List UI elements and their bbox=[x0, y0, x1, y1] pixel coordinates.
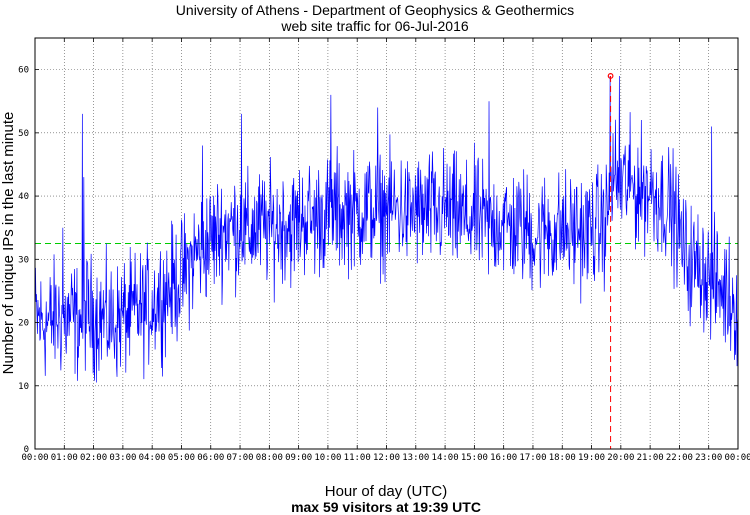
y-tick-label: 30 bbox=[18, 255, 29, 265]
series-line bbox=[34, 75, 739, 383]
x-tick-label: 16:00 bbox=[490, 453, 517, 463]
x-tick-label: 14:00 bbox=[432, 453, 459, 463]
axes: 00:00 01:00 02:00 03:00 04:00 05:00 06:00 07:00… bbox=[18, 38, 750, 463]
x-tick-label: 09:00 bbox=[285, 453, 312, 463]
x-tick-label: 10:00 bbox=[314, 453, 341, 463]
y-tick-label: 0 bbox=[24, 445, 29, 455]
x-tick-label: 11:00 bbox=[344, 453, 371, 463]
x-tick-label: 03:00 bbox=[109, 453, 136, 463]
y-tick-label: 50 bbox=[18, 129, 29, 139]
x-tick-label: 23:00 bbox=[695, 453, 722, 463]
x-tick-label: 15:00 bbox=[461, 453, 488, 463]
x-tick-label: 21:00 bbox=[637, 453, 664, 463]
x-tick-label: 07:00 bbox=[226, 453, 253, 463]
traffic-line bbox=[34, 75, 739, 383]
x-tick-label: 17:00 bbox=[519, 453, 546, 463]
max-marker bbox=[607, 73, 614, 449]
x-tick-label: 18:00 bbox=[549, 453, 576, 463]
chart-subtitle: web site traffic for 06-Jul-2016 bbox=[280, 18, 468, 34]
x-tick-label: 02:00 bbox=[80, 453, 107, 463]
max-visitors-note: max 59 visitors at 19:39 UTC bbox=[291, 499, 481, 515]
x-tick-label: 05:00 bbox=[168, 453, 195, 463]
x-tick-label: 01:00 bbox=[51, 453, 78, 463]
y-tick-label: 20 bbox=[18, 319, 29, 329]
x-axis-label: Hour of day (UTC) bbox=[325, 483, 448, 500]
y-axis-label: Number of unique IPs in the last minute bbox=[0, 112, 17, 375]
x-tick-label: 00:00 bbox=[21, 453, 48, 463]
x-tick-label: 08:00 bbox=[256, 453, 283, 463]
x-tick-label: 13:00 bbox=[402, 453, 429, 463]
x-tick-label: 00:00 bbox=[724, 453, 750, 463]
y-tick-label: 60 bbox=[18, 66, 29, 76]
x-tick-label: 20:00 bbox=[607, 453, 634, 463]
x-tick-label: 06:00 bbox=[197, 453, 224, 463]
y-tick-label: 40 bbox=[18, 192, 29, 202]
y-tick-label: 10 bbox=[18, 382, 29, 392]
x-tick-label: 19:00 bbox=[578, 453, 605, 463]
x-tick-label: 12:00 bbox=[373, 453, 400, 463]
x-tick-label: 22:00 bbox=[666, 453, 693, 463]
max-point-marker bbox=[607, 73, 614, 79]
chart-title: University of Athens - Department of Geo… bbox=[176, 2, 574, 18]
x-tick-label: 04:00 bbox=[139, 453, 166, 463]
